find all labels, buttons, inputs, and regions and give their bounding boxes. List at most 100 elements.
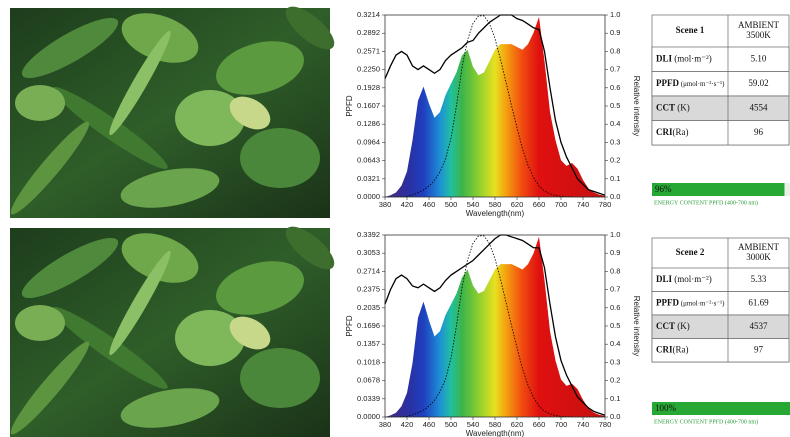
y-axis-label: PPFD — [345, 95, 354, 117]
y2-tick-label: 0.5 — [610, 101, 620, 110]
x-tick-label: 620 — [511, 420, 524, 429]
x-tick-label: 380 — [379, 200, 392, 209]
scene-table: DLI (mol·m⁻²) 5.10 PPFD (μmol·m⁻²·s⁻¹) 59.0… — [651, 14, 790, 146]
row-value: 5.33 — [751, 274, 767, 284]
y-tick-label: 0.1607 — [357, 101, 380, 110]
y-tick-label: 0.2375 — [357, 285, 380, 294]
x-tick-label: 500 — [445, 420, 458, 429]
row-unit: (Ra) — [673, 344, 689, 354]
photo — [4, 219, 341, 437]
y-tick-label: 0.2714 — [357, 266, 380, 275]
y2-tick-label: 0.2 — [610, 156, 620, 165]
y-tick-label: 0.0000 — [357, 192, 380, 201]
energy-label: 100% — [655, 403, 677, 413]
table-row — [651, 338, 790, 363]
y-tick-label: 0.2571 — [357, 46, 380, 55]
energy-bar — [652, 402, 790, 415]
y-tick-label: 0.1018 — [357, 357, 380, 366]
x-tick-label: 780 — [599, 420, 612, 429]
energy-label: 96% — [655, 184, 672, 194]
x-tick-label: 740 — [577, 200, 590, 209]
row-unit: (mol·m⁻²) — [672, 274, 712, 284]
x-axis-label: Wavelength(nm) — [466, 209, 525, 218]
row-label: PPFD (μmol·m⁻²·s⁻¹) — [656, 78, 725, 88]
x-tick-label: 660 — [533, 200, 546, 209]
row-unit: (mol·m⁻²) — [672, 53, 712, 63]
spectrum-area — [385, 16, 605, 198]
y2-tick-label: 0.4 — [610, 119, 620, 128]
table-row — [651, 46, 790, 72]
y2-tick-label: 0.1 — [610, 394, 620, 403]
y-tick-label: 0.0964 — [357, 137, 380, 146]
row-label: PPFD (μmol·m⁻²·s⁻¹) — [656, 297, 725, 307]
y-tick-label: 0.1696 — [357, 321, 380, 330]
y2-tick-label: 1.0 — [610, 10, 620, 19]
x-tick-label: 460 — [423, 200, 436, 209]
x-tick-label: 700 — [555, 200, 568, 209]
y-tick-label: 0.0321 — [357, 174, 380, 183]
x-tick-label: 740 — [577, 420, 590, 429]
x-tick-label: 700 — [555, 420, 568, 429]
row-unit: (K) — [675, 102, 690, 112]
row-label: DLI (mol·m⁻²) — [656, 274, 712, 284]
energy-bar — [652, 183, 785, 196]
y2-tick-label: 0.7 — [610, 285, 620, 294]
y-tick-label: 0.0678 — [357, 376, 380, 385]
x-tick-label: 780 — [599, 200, 612, 209]
row-value: 97 — [754, 344, 764, 354]
x-tick-label: 380 — [379, 420, 392, 429]
spectrum-area — [385, 236, 605, 417]
row-name: DLI — [656, 53, 673, 63]
row-name: PPFD — [656, 78, 679, 88]
y2-tick-label: 0.9 — [610, 28, 620, 37]
y-tick-label: 0.1286 — [357, 119, 380, 128]
x-tick-label: 580 — [489, 420, 502, 429]
row-label: CRI(Ra) — [656, 344, 689, 354]
y2-tick-label: 0.9 — [610, 248, 620, 257]
x-tick-label: 540 — [467, 420, 480, 429]
y2-tick-label: 0.8 — [610, 46, 620, 55]
x-axis-label: Wavelength(nm) — [466, 429, 525, 437]
y-tick-label: 0.1928 — [357, 83, 380, 92]
y2-tick-label: 0.4 — [610, 339, 620, 348]
row-name: CCT — [656, 321, 675, 331]
intensity-line — [384, 14, 606, 196]
x-tick-label: 620 — [511, 200, 524, 209]
row-label: CCT (K) — [656, 321, 690, 331]
scene-table: DLI (mol·m⁻²) 5.33 PPFD (μmol·m⁻²·s⁻¹) 61.6… — [651, 237, 790, 363]
y2-tick-label: 0.6 — [610, 303, 620, 312]
y2-tick-label: 0.2 — [610, 376, 620, 385]
row-value: 61.69 — [748, 297, 769, 307]
row-unit: (μmol·m⁻²·s⁻¹) — [679, 79, 725, 87]
y2-axis-label: Relative intensity — [632, 296, 641, 356]
row-name: PPFD — [656, 297, 679, 307]
y2-tick-label: 0.3 — [610, 357, 620, 366]
x-tick-label: 420 — [401, 200, 414, 209]
row-name: DLI — [656, 274, 673, 284]
row-value: 5.10 — [751, 53, 767, 63]
y-tick-label: 0.2892 — [357, 28, 380, 37]
y2-tick-label: 0.3 — [610, 137, 620, 146]
row-unit: (K) — [675, 321, 690, 331]
y2-tick-label: 0.1 — [610, 174, 620, 183]
row-name: CCT — [656, 102, 675, 112]
y-tick-label: 0.1357 — [357, 339, 380, 348]
energy-caption: ENERGY CONTENT PPFD (400-700 nm) — [654, 418, 758, 425]
y2-tick-label: 0.8 — [610, 266, 620, 275]
scene-title: Scene 1 — [676, 25, 705, 35]
row-unit: (μmol·m⁻²·s⁻¹) — [679, 299, 725, 307]
x-tick-label: 580 — [489, 200, 502, 209]
energy-caption: ENERGY CONTENT PPFD (400-700 nm) — [654, 199, 758, 206]
row-label: DLI (mol·m⁻²) — [656, 53, 712, 63]
x-tick-label: 420 — [401, 420, 414, 429]
row-value: 4537 — [750, 321, 769, 331]
y2-tick-label: 0.6 — [610, 83, 620, 92]
photo — [4, 0, 341, 220]
x-tick-label: 660 — [533, 420, 546, 429]
scene-condition: AMBIENT — [738, 242, 779, 252]
row-unit: (Ra) — [673, 127, 689, 137]
scene-title: Scene 2 — [676, 247, 705, 257]
table-row — [651, 120, 790, 146]
y2-tick-label: 0.7 — [610, 65, 620, 74]
